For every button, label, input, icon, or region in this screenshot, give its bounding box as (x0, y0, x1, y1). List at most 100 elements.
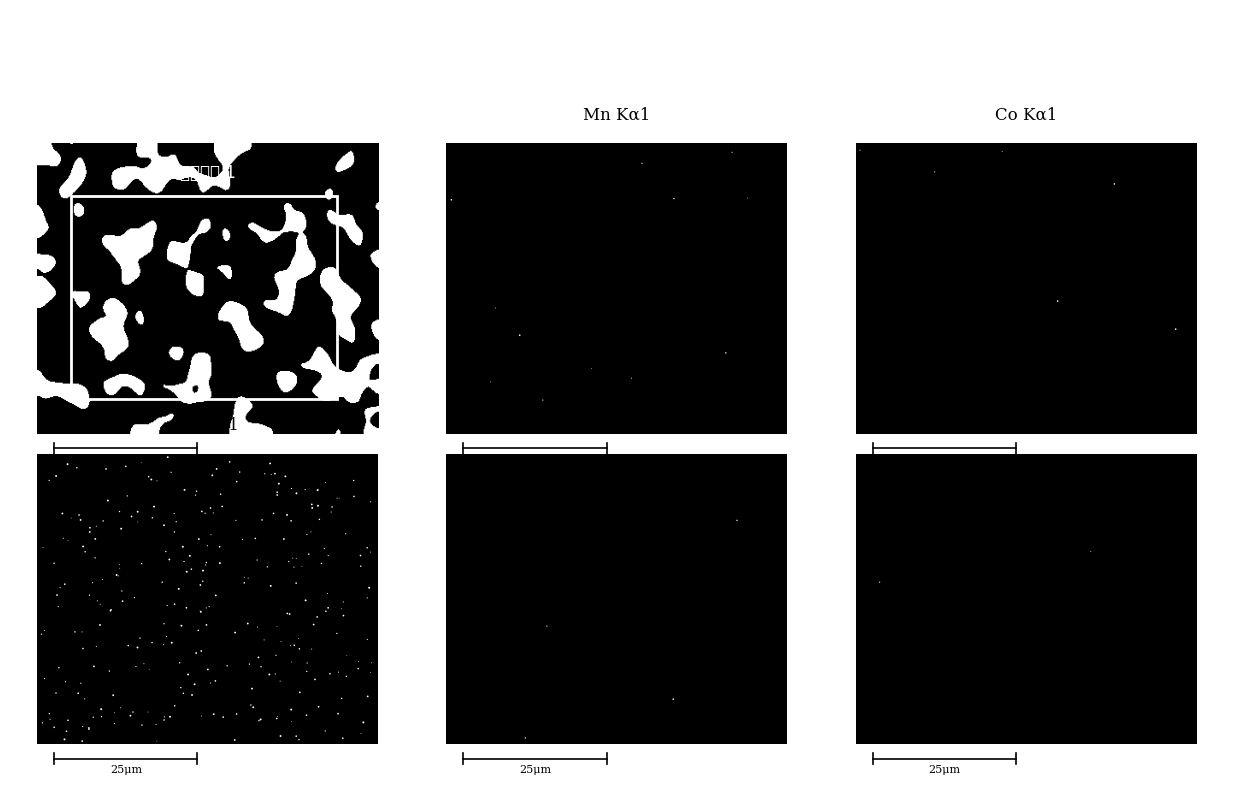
Point (73, 540, 93, 553)
Point (186, 646, 206, 659)
Point (234, 571, 254, 583)
Point (192, 575, 212, 587)
Point (281, 656, 301, 669)
Point (254, 467, 274, 480)
Point (197, 540, 217, 552)
Point (177, 565, 197, 578)
Point (286, 487, 306, 500)
Point (107, 568, 126, 581)
Point (310, 513, 330, 525)
Point (148, 474, 167, 487)
Point (165, 507, 185, 520)
Point (57, 458, 77, 470)
Point (182, 689, 202, 701)
Point (296, 528, 316, 540)
Point (268, 710, 288, 723)
Point (319, 549, 339, 562)
Point (131, 719, 151, 732)
Text: 25μm: 25μm (110, 455, 141, 465)
Point (92, 710, 112, 723)
Point (153, 576, 172, 588)
Point (91, 618, 110, 631)
Point (663, 693, 683, 705)
Point (274, 533, 294, 545)
Point (124, 591, 144, 604)
Point (264, 507, 284, 520)
Point (259, 668, 279, 681)
Point (727, 514, 746, 527)
Point (102, 603, 122, 616)
Point (72, 735, 92, 747)
Point (992, 145, 1012, 158)
Point (241, 699, 260, 712)
Point (278, 607, 298, 620)
Point (40, 474, 60, 487)
Point (286, 577, 306, 590)
Point (226, 626, 246, 639)
Point (175, 483, 195, 496)
Text: Mn Kα1: Mn Kα1 (583, 107, 651, 123)
Point (217, 659, 237, 672)
Point (57, 725, 77, 738)
Point (128, 505, 148, 518)
Point (73, 642, 93, 655)
Point (83, 711, 103, 724)
Point (925, 166, 945, 178)
Point (281, 703, 301, 716)
Point (316, 476, 336, 489)
Point (247, 554, 267, 567)
Point (286, 552, 306, 565)
Point (48, 600, 68, 613)
Point (33, 541, 53, 554)
Point (103, 689, 123, 701)
Point (362, 657, 382, 669)
Point (260, 579, 280, 592)
Point (144, 500, 164, 513)
Point (156, 545, 176, 558)
Point (1166, 322, 1185, 335)
Point (113, 595, 133, 607)
Point (100, 604, 120, 617)
Point (357, 591, 377, 604)
Point (268, 489, 288, 501)
Text: 电子图像 1: 电子图像 1 (180, 164, 236, 181)
Bar (72, 196, 337, 399)
Point (166, 515, 186, 528)
Point (262, 468, 281, 481)
Point (193, 564, 213, 577)
Point (286, 730, 306, 743)
Point (252, 513, 272, 526)
Point (161, 636, 181, 649)
Point (170, 657, 190, 669)
Point (93, 514, 113, 527)
Point (283, 552, 303, 564)
Point (71, 513, 91, 526)
Point (108, 569, 128, 582)
Point (334, 595, 353, 608)
Point (202, 469, 222, 482)
Point (289, 632, 309, 645)
Point (337, 649, 357, 661)
Point (46, 687, 66, 700)
Point (358, 690, 378, 703)
Point (120, 709, 140, 722)
Point (332, 692, 352, 704)
Point (79, 525, 99, 538)
Point (154, 638, 174, 651)
Point (154, 618, 174, 630)
Point (278, 509, 298, 521)
Point (316, 605, 336, 618)
Point (252, 661, 272, 673)
Point (486, 302, 506, 314)
Point (1105, 178, 1125, 190)
Point (126, 660, 146, 673)
Point (195, 507, 215, 520)
Point (281, 715, 301, 728)
Point (227, 708, 247, 720)
Point (351, 727, 371, 739)
Point (301, 498, 321, 511)
Point (84, 660, 104, 673)
Point (329, 665, 348, 678)
Point (174, 687, 193, 700)
Point (52, 507, 72, 520)
